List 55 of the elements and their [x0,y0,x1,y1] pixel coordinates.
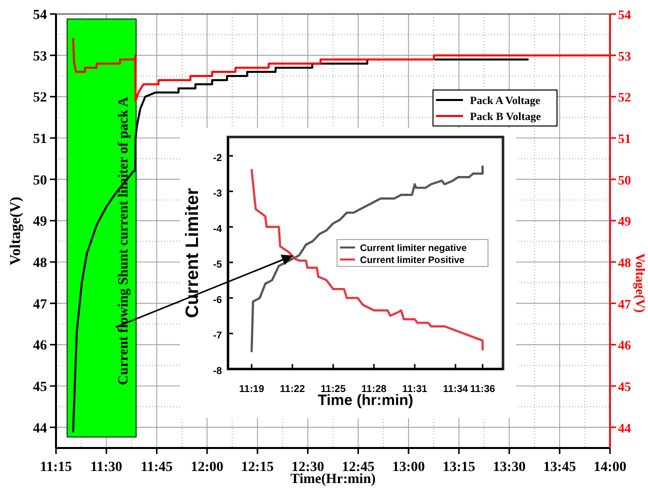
x-tick-label: 11:30 [90,460,122,475]
x-tick-label: 14:00 [594,460,626,475]
x-tick-label: 13:00 [392,460,425,475]
y-tick-label: -7 [213,330,222,342]
y2-tick-label: 54 [618,7,632,22]
x-tick-label: 11:25 [320,384,346,395]
y2-tick-label: 45 [618,379,632,394]
y-tick-label: -5 [213,259,222,270]
y-tick-label: 48 [33,256,47,271]
y2-tick-label: 51 [618,131,631,146]
y-tick-label: -3 [213,188,222,200]
x-tick-label: 12:15 [241,460,274,475]
legend-label: Current limiter Positive [360,255,465,266]
y2-tick-label: 53 [618,48,632,64]
x-tick-label: 11:19 [239,384,265,395]
y2-axis-title: Voltage(V) [633,253,648,313]
x-tick-label: 13:15 [442,460,476,475]
x-tick-label: 11:45 [140,460,173,475]
y-tick-label: 52 [33,90,47,106]
y2-tick-label: 52 [618,90,631,105]
legend-label: Pack B Voltage [470,111,542,123]
x-tick-label: 11:15 [40,460,72,475]
y2-tick-label: 49 [618,214,632,229]
y2-tick-label: 46 [618,338,632,353]
y-tick-label: 49 [33,214,47,230]
y-tick-label: -8 [213,366,222,377]
y-tick-label: 47 [33,297,47,312]
x-tick-label: 11:28 [361,384,387,395]
y-tick-label: -2 [213,152,222,164]
y-tick-label: 51 [33,132,47,147]
y2-tick-label: 50 [618,172,631,188]
y-axis-title: Voltage(V) [8,196,24,266]
x-tick-label: 13:30 [492,460,526,475]
y-tick-label: 50 [33,173,47,188]
x-tick-label: 11:34 [442,384,468,395]
legend-label: Current limiter negative [360,243,467,254]
y-tick-label: 45 [33,380,47,395]
y-tick-label: 46 [33,338,47,354]
y2-tick-label: 48 [618,255,632,270]
x-tick-label: 11:22 [280,384,306,395]
y-tick-label: -6 [213,294,222,306]
x-axis-title: Time (hr:min) [318,392,414,409]
y2-tick-label: 47 [618,296,632,312]
y-tick-label: 44 [33,421,47,436]
y2-tick-label: 44 [618,420,632,436]
x-tick-label: 12:00 [190,460,224,475]
x-axis-title: Time(Hr:min) [290,472,376,487]
y-axis-title: Current Limiter [182,188,202,318]
x-tick-label: 11:36 [470,384,496,395]
legend-label: Pack A Voltage [470,95,540,107]
x-tick-label: 13:45 [543,460,576,475]
x-tick-label: 11:31 [402,384,428,395]
y-tick-label: -4 [213,224,222,235]
y-tick-label: 54 [33,8,47,23]
y-tick-label: 53 [33,49,47,64]
